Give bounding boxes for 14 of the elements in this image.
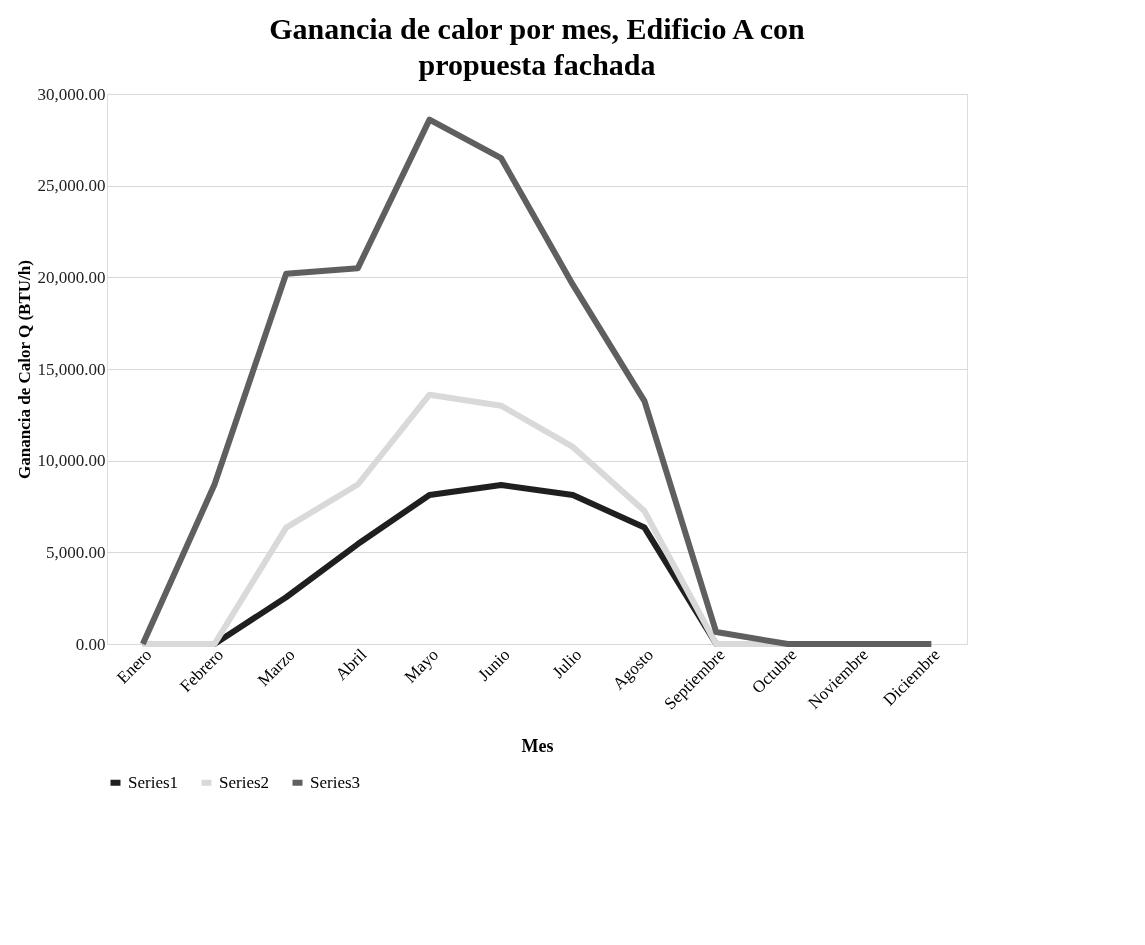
y-tick-label: 25,000.00	[37, 176, 106, 196]
y-tick-label: 15,000.00	[37, 359, 106, 379]
y-axis-title: Ganancia de Calor Q (BTU/h)	[14, 260, 34, 479]
y-tick-label: 30,000.00	[37, 84, 106, 104]
y-tick-label: 0.00	[75, 634, 106, 654]
y-tick-label: 20,000.00	[37, 267, 106, 287]
x-tick-label: Julio	[548, 645, 586, 682]
legend-label: Series1	[128, 772, 179, 792]
y-tick-label: 5,000.00	[46, 542, 106, 562]
y-tick-label: 10,000.00	[37, 451, 106, 471]
legend-label: Series3	[310, 772, 361, 792]
chart-title: Ganancia de calor por mes, Edificio A con propuesta fachada	[269, 12, 806, 81]
legend-label: Series2	[219, 772, 270, 792]
x-axis-title: Mes	[521, 735, 554, 756]
